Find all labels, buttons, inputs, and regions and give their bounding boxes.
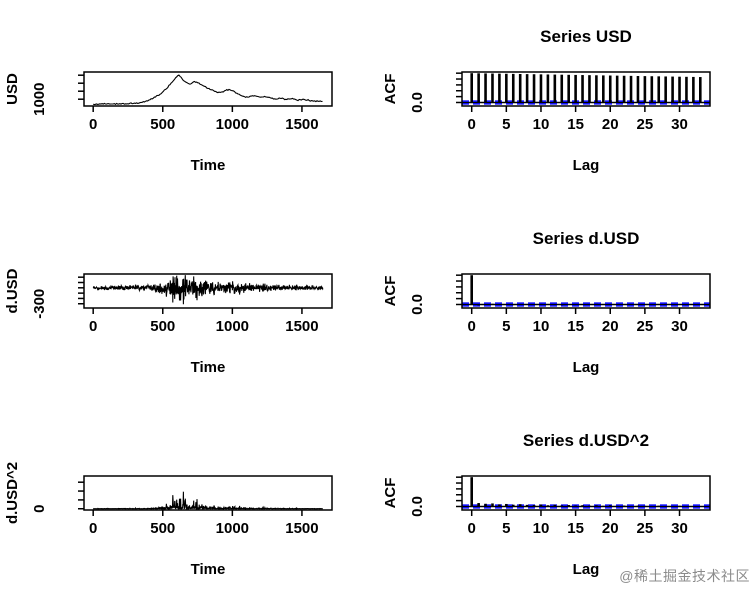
x-tick-label: 10 [533,116,550,133]
x-axis-label: Lag [573,561,600,578]
x-tick-label: 0 [468,520,476,537]
x-tick-label: 5 [502,520,510,537]
x-tick-label: 30 [671,318,688,335]
x-tick-label: 1500 [285,116,318,133]
x-tick-label: 0 [89,318,97,335]
x-tick-label: 30 [671,116,688,133]
y-tick-label: 0.0 [409,496,426,517]
y-tick-label: 0.0 [409,294,426,315]
x-tick-label: 0 [89,520,97,537]
chart-title: Series d.USD^2 [523,431,649,450]
series-line [93,491,323,511]
x-tick-label: 1000 [216,318,249,335]
x-tick-label: 10 [533,318,550,335]
x-tick-label: 25 [637,116,654,133]
x-tick-label: 1000 [216,520,249,537]
watermark: @稀土掘金技术社区 [619,568,750,584]
panel-usd-timeseries: Time USD 0 500 1000 1500 1000 [0,0,378,202]
y-tick-label: 1000 [31,83,48,116]
x-tick-label: 25 [637,318,654,335]
y-tick-label: 0.0 [409,92,426,113]
x-tick-label: 20 [602,318,619,335]
chart-title: Series d.USD [533,229,640,248]
x-tick-label: 0 [468,318,476,335]
x-tick-label: 5 [502,318,510,335]
x-tick-label: 0 [89,116,97,133]
y-tick-label: 0 [31,505,48,513]
series-line [92,275,324,305]
y-axis-label: ACF [382,276,399,307]
panel-acf-dusd2: Series d.USD^2 Lag ACF 0 5 10 15 20 25 30 0.0 [378,404,756,606]
panel-dusd-timeseries: Time d.USD 0 500 1000 1500 -300 [0,202,378,404]
x-axis-label: Lag [573,157,600,174]
x-tick-label: 1500 [285,318,318,335]
x-tick-label: 1000 [216,116,249,133]
plot-frame [461,273,711,309]
plot-frame [83,475,333,511]
x-tick-label: 5 [502,116,510,133]
x-tick-label: 1500 [285,520,318,537]
x-tick-label: 15 [567,116,584,133]
x-tick-label: 10 [533,520,550,537]
dusd-timeseries-chart: Time d.USD 0 500 1000 1500 -300 [4,268,333,376]
acf-dusd-chart: Series d.USD Lag ACF 0 5 10 15 20 25 30 0.0 [382,229,711,376]
x-tick-label: 500 [150,116,175,133]
acf-dusd2-chart: Series d.USD^2 Lag ACF 0 5 10 15 20 25 30 0.0 [382,431,711,578]
usd-timeseries-chart: Time USD 0 500 1000 1500 1000 [4,71,333,174]
dusd2-timeseries-chart: Time d.USD^2 0 500 1000 1500 0 [4,462,333,578]
x-tick-label: 30 [671,520,688,537]
panel-acf-dusd: Series d.USD Lag ACF 0 5 10 15 20 25 30 0.0 [378,202,756,404]
y-tick-label: -300 [31,289,48,319]
chart-title: Series USD [540,27,632,46]
x-tick-label: 15 [567,318,584,335]
y-axis-label: d.USD [4,268,21,313]
x-tick-label: 0 [468,116,476,133]
x-tick-label: 20 [602,116,619,133]
acf-usd-chart: Series USD Lag ACF 0 5 10 15 20 25 30 0.0 [382,27,711,174]
panel-dusd2-timeseries: Time d.USD^2 0 500 1000 1500 0 [0,404,378,606]
y-axis-label: ACF [382,74,399,105]
x-axis-label: Time [191,561,226,578]
y-axis-label: USD [4,73,21,105]
x-tick-label: 25 [637,520,654,537]
x-tick-label: 20 [602,520,619,537]
plot-frame [83,71,333,107]
y-axis-label: ACF [382,478,399,509]
plot-frame [83,273,333,309]
x-tick-label: 15 [567,520,584,537]
panel-acf-usd: Series USD Lag ACF 0 5 10 15 20 25 30 0.0 [378,0,756,202]
x-axis-label: Time [191,359,226,376]
x-axis-label: Lag [573,359,600,376]
series-line [92,74,323,106]
x-axis-label: Time [191,157,226,174]
plot-frame [461,71,711,107]
y-axis-label: d.USD^2 [4,462,21,524]
plot-frame [461,475,711,511]
x-tick-label: 500 [150,318,175,335]
x-tick-label: 500 [150,520,175,537]
